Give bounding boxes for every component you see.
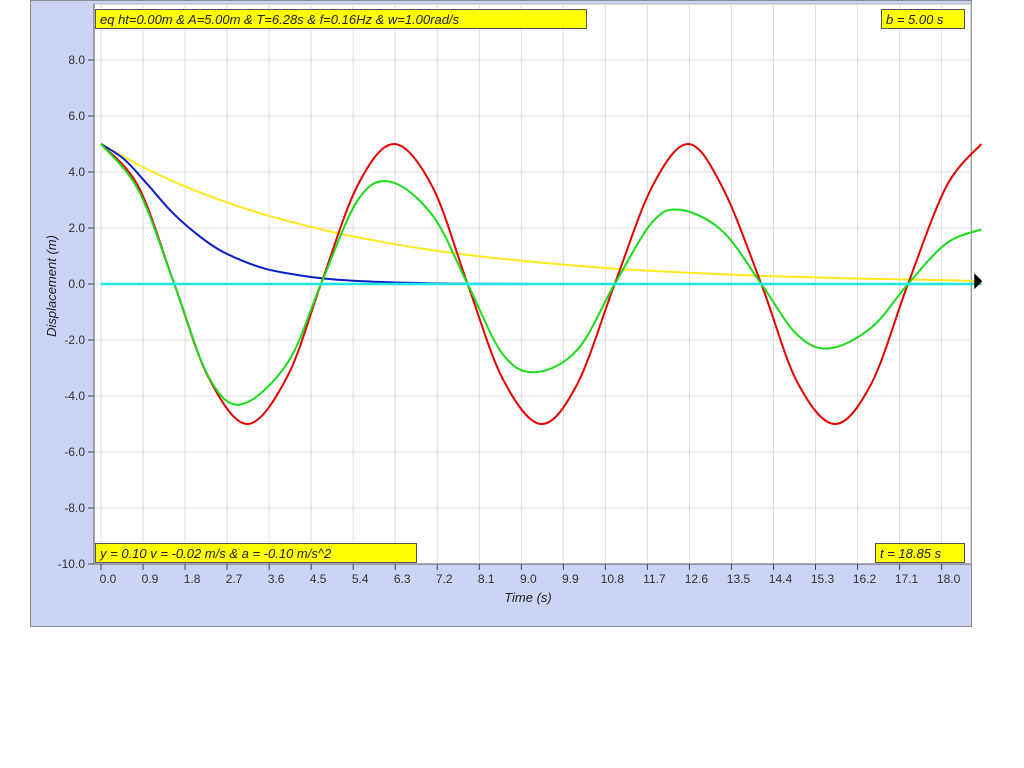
y-tick-label: 6.0 bbox=[68, 109, 85, 123]
x-tick-label: 1.8 bbox=[184, 572, 201, 586]
y-tick-label: -4.0 bbox=[64, 389, 85, 403]
x-tick-label: 9.9 bbox=[562, 572, 579, 586]
x-tick-label: 15.3 bbox=[811, 572, 835, 586]
state-readout: y = 0.10 v = -0.02 m/s & a = -0.10 m/s^2 bbox=[95, 543, 417, 563]
axes: 8.0 6.0 4.0 2.0 0.0 -2.0 -4.0 -6.0 -8.0 -10.0 0.0 0… bbox=[58, 4, 971, 586]
x-tick-label: 11.7 bbox=[643, 572, 666, 586]
x-tick-label: 5.4 bbox=[352, 572, 369, 586]
y-tick-label: -10.0 bbox=[58, 557, 86, 571]
x-tick-label: 9.0 bbox=[520, 572, 537, 586]
undamped-oscillation-line bbox=[100, 142, 983, 426]
y-tick-label: 0.0 bbox=[68, 277, 85, 291]
x-tick-label: 8.1 bbox=[478, 572, 495, 586]
x-tick-label: 7.2 bbox=[436, 572, 453, 586]
x-tick-label: 10.8 bbox=[601, 572, 625, 586]
y-tick-label: -8.0 bbox=[64, 501, 85, 515]
y-tick-label: -2.0 bbox=[64, 333, 85, 347]
x-tick-label: 16.2 bbox=[853, 572, 877, 586]
decay-envelope-line bbox=[100, 143, 982, 283]
time-readout: t = 18.85 s bbox=[875, 543, 965, 563]
x-tick-label: 6.3 bbox=[394, 572, 411, 586]
x-tick-label: 12.6 bbox=[685, 572, 709, 586]
x-tick-label: 13.5 bbox=[727, 572, 751, 586]
x-tick-label: 17.1 bbox=[895, 572, 919, 586]
damping-readout: b = 5.00 s bbox=[881, 9, 965, 29]
equation-readout: eq ht=0.00m & A=5.00m & T=6.28s & f=0.16… bbox=[95, 9, 587, 29]
x-tick-label: 0.0 bbox=[100, 572, 117, 586]
y-tick-label: 2.0 bbox=[68, 221, 85, 235]
y-tick-label: -6.0 bbox=[64, 445, 85, 459]
y-axis-title: Displacement (m) bbox=[44, 235, 59, 337]
x-tick-label: 0.9 bbox=[142, 572, 159, 586]
x-tick-label: 14.4 bbox=[769, 572, 793, 586]
x-tick-label: 3.6 bbox=[268, 572, 285, 586]
x-axis-title: Time (s) bbox=[504, 590, 552, 605]
underdamped-oscillation-line bbox=[100, 143, 982, 406]
x-tick-label: 18.0 bbox=[937, 572, 961, 586]
y-tick-label: 8.0 bbox=[68, 53, 85, 67]
x-tick-label: 4.5 bbox=[310, 572, 327, 586]
series-group bbox=[100, 142, 983, 426]
time-marker-icon bbox=[974, 273, 983, 290]
x-tick-label: 2.7 bbox=[226, 572, 243, 586]
y-tick-label: 4.0 bbox=[68, 165, 85, 179]
